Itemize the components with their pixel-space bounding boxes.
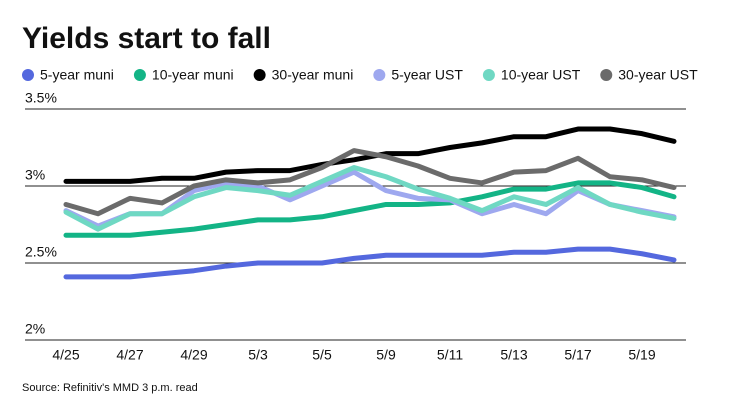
legend-marker [482,69,495,81]
series-line [63,180,677,238]
x-tick-label: 4/29 [180,347,207,363]
x-tick-label: 5/13 [500,347,527,363]
y-tick-label: 3.5% [25,90,57,106]
legend-label: 10-year muni [152,67,234,83]
y-tick-label: 2% [25,321,45,337]
x-tick-label: 4/25 [52,347,79,363]
legend-label: 30-year UST [618,67,698,83]
legend-label: 30-year muni [272,67,354,83]
series-line [63,148,677,217]
legend-label: 10-year UST [501,67,581,83]
legend-marker [253,69,266,81]
chart-title: Yields start to fall [22,22,271,55]
x-tick-label: 4/27 [116,347,143,363]
legend-marker [600,69,613,81]
legend-label: 5-year UST [391,67,463,83]
legend-marker [373,69,386,81]
x-tick-label: 5/11 [437,347,463,363]
source: Source: Refinitiv's MMD 3 p.m. read [22,382,198,394]
x-tick-label: 5/5 [312,347,332,363]
legend-marker [22,69,34,81]
series-line [63,246,677,280]
y-tick-label: 3% [25,167,45,183]
y-tick-label: 2.5% [25,244,57,260]
x-tick-label: 5/17 [564,347,591,363]
x-tick-label: 5/3 [248,347,268,363]
series-line [63,126,677,184]
x-tick-label: 5/9 [376,347,396,363]
legend-marker [133,69,146,81]
series-line [63,165,677,232]
legend-label: 5-year muni [40,67,114,83]
x-tick-label: 5/19 [628,347,655,363]
